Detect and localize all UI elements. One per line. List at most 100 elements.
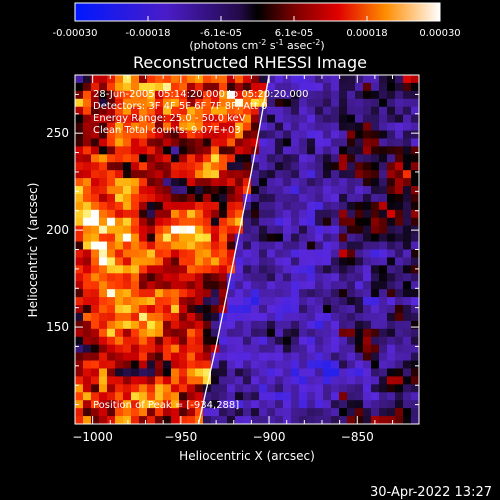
heatmap-cell [99, 273, 108, 282]
heatmap-cell [371, 114, 380, 124]
heatmap-cell [299, 257, 308, 266]
heatmap-cell [123, 217, 132, 227]
heatmap-cell [395, 336, 404, 346]
heatmap-cell [355, 138, 364, 147]
heatmap-cell [107, 98, 116, 108]
heatmap-cell [363, 209, 372, 219]
heatmap-cell [107, 122, 116, 132]
heatmap-cell [355, 249, 364, 259]
heatmap-cell [179, 305, 188, 314]
heatmap-cell [99, 281, 108, 290]
heatmap-cell [395, 225, 404, 235]
heatmap-cell [243, 90, 252, 100]
heatmap-cell [363, 328, 372, 338]
heatmap-cell [83, 400, 92, 409]
heatmap-cell [147, 384, 156, 393]
heatmap-cell [227, 297, 236, 306]
heatmap-cell [387, 305, 396, 314]
heatmap-cell [187, 408, 196, 417]
heatmap-cell [283, 376, 292, 385]
heatmap-cell [75, 162, 84, 171]
heatmap-cell [307, 114, 316, 124]
heatmap-cell [387, 312, 396, 322]
heatmap-cell [275, 170, 284, 179]
heatmap-cell [307, 376, 316, 385]
heatmap-cell [379, 297, 388, 306]
heatmap-cell [91, 178, 100, 187]
heatmap-cell [219, 328, 228, 338]
heatmap-cell [307, 328, 316, 338]
heatmap-cell [75, 201, 84, 211]
heatmap-cell [179, 360, 188, 370]
heatmap-cell [299, 201, 308, 211]
heatmap-cell [275, 209, 284, 219]
heatmap-cell [379, 408, 388, 417]
heatmap-cell [115, 368, 124, 378]
heatmap-cell [259, 392, 268, 401]
heatmap-cell [211, 416, 220, 424]
heatmap-cell [243, 130, 252, 140]
heatmap-cell [283, 225, 292, 235]
heatmap-cell [259, 75, 268, 84]
heatmap-cell [235, 170, 244, 179]
heatmap-cell [371, 352, 380, 362]
heatmap-cell [203, 217, 212, 227]
heatmap-cell [227, 344, 236, 354]
heatmap-cell [115, 360, 124, 370]
heatmap-cell [131, 320, 140, 330]
heatmap-cell [131, 273, 140, 282]
heatmap-cell [147, 281, 156, 290]
heatmap-cell [299, 193, 308, 203]
heatmap-cell [147, 233, 156, 243]
heatmap-cell [211, 138, 220, 147]
heatmap-cell [371, 320, 380, 330]
heatmap-cell [331, 400, 340, 409]
heatmap-cell [123, 130, 132, 140]
heatmap-cell [115, 146, 124, 155]
heatmap-cell [99, 233, 108, 243]
heatmap-cell [379, 416, 388, 424]
heatmap-cell [179, 257, 188, 266]
colorbar-tick-label: -6.1e-05 [200, 28, 242, 39]
heatmap-cell [155, 392, 164, 401]
heatmap-cell [291, 146, 300, 155]
heatmap-cell [299, 416, 308, 424]
heatmap-cell [315, 82, 324, 92]
heatmap-cell [363, 233, 372, 243]
heatmap-cell [267, 82, 276, 92]
heatmap-cell [411, 98, 419, 108]
heatmap-cell [331, 273, 340, 282]
heatmap-cell [171, 320, 180, 330]
heatmap-cell [315, 281, 324, 290]
heatmap-cell [275, 392, 284, 401]
heatmap-cell [107, 209, 116, 219]
heatmap-cell [171, 225, 180, 235]
heatmap-cell [291, 75, 300, 84]
heatmap-cell [403, 328, 412, 338]
heatmap-cell [219, 352, 228, 362]
heatmap-cell [307, 178, 316, 187]
heatmap-cell [411, 360, 419, 370]
heatmap-cell [243, 170, 252, 179]
heatmap-cell [219, 273, 228, 282]
heatmap-cell [91, 225, 100, 235]
heatmap-cell [91, 146, 100, 155]
heatmap-cell [331, 98, 340, 108]
heatmap-cell [267, 416, 276, 424]
heatmap-cell [219, 320, 228, 330]
heatmap-cell [147, 106, 156, 116]
heatmap-cell [187, 384, 196, 393]
heatmap-cell [251, 376, 260, 385]
heatmap-cell [251, 297, 260, 306]
heatmap-cell [83, 90, 92, 100]
heatmap-cell [331, 281, 340, 290]
heatmap-cell [363, 305, 372, 314]
heatmap-cell [163, 289, 172, 298]
footer-timestamp: 30-Apr-2022 13:27 [370, 485, 492, 500]
heatmap-cell [91, 368, 100, 378]
heatmap-cell [235, 193, 244, 203]
heatmap-cell [403, 336, 412, 346]
heatmap-cell [403, 241, 412, 251]
heatmap-cell [251, 122, 260, 132]
heatmap-cell [171, 138, 180, 147]
